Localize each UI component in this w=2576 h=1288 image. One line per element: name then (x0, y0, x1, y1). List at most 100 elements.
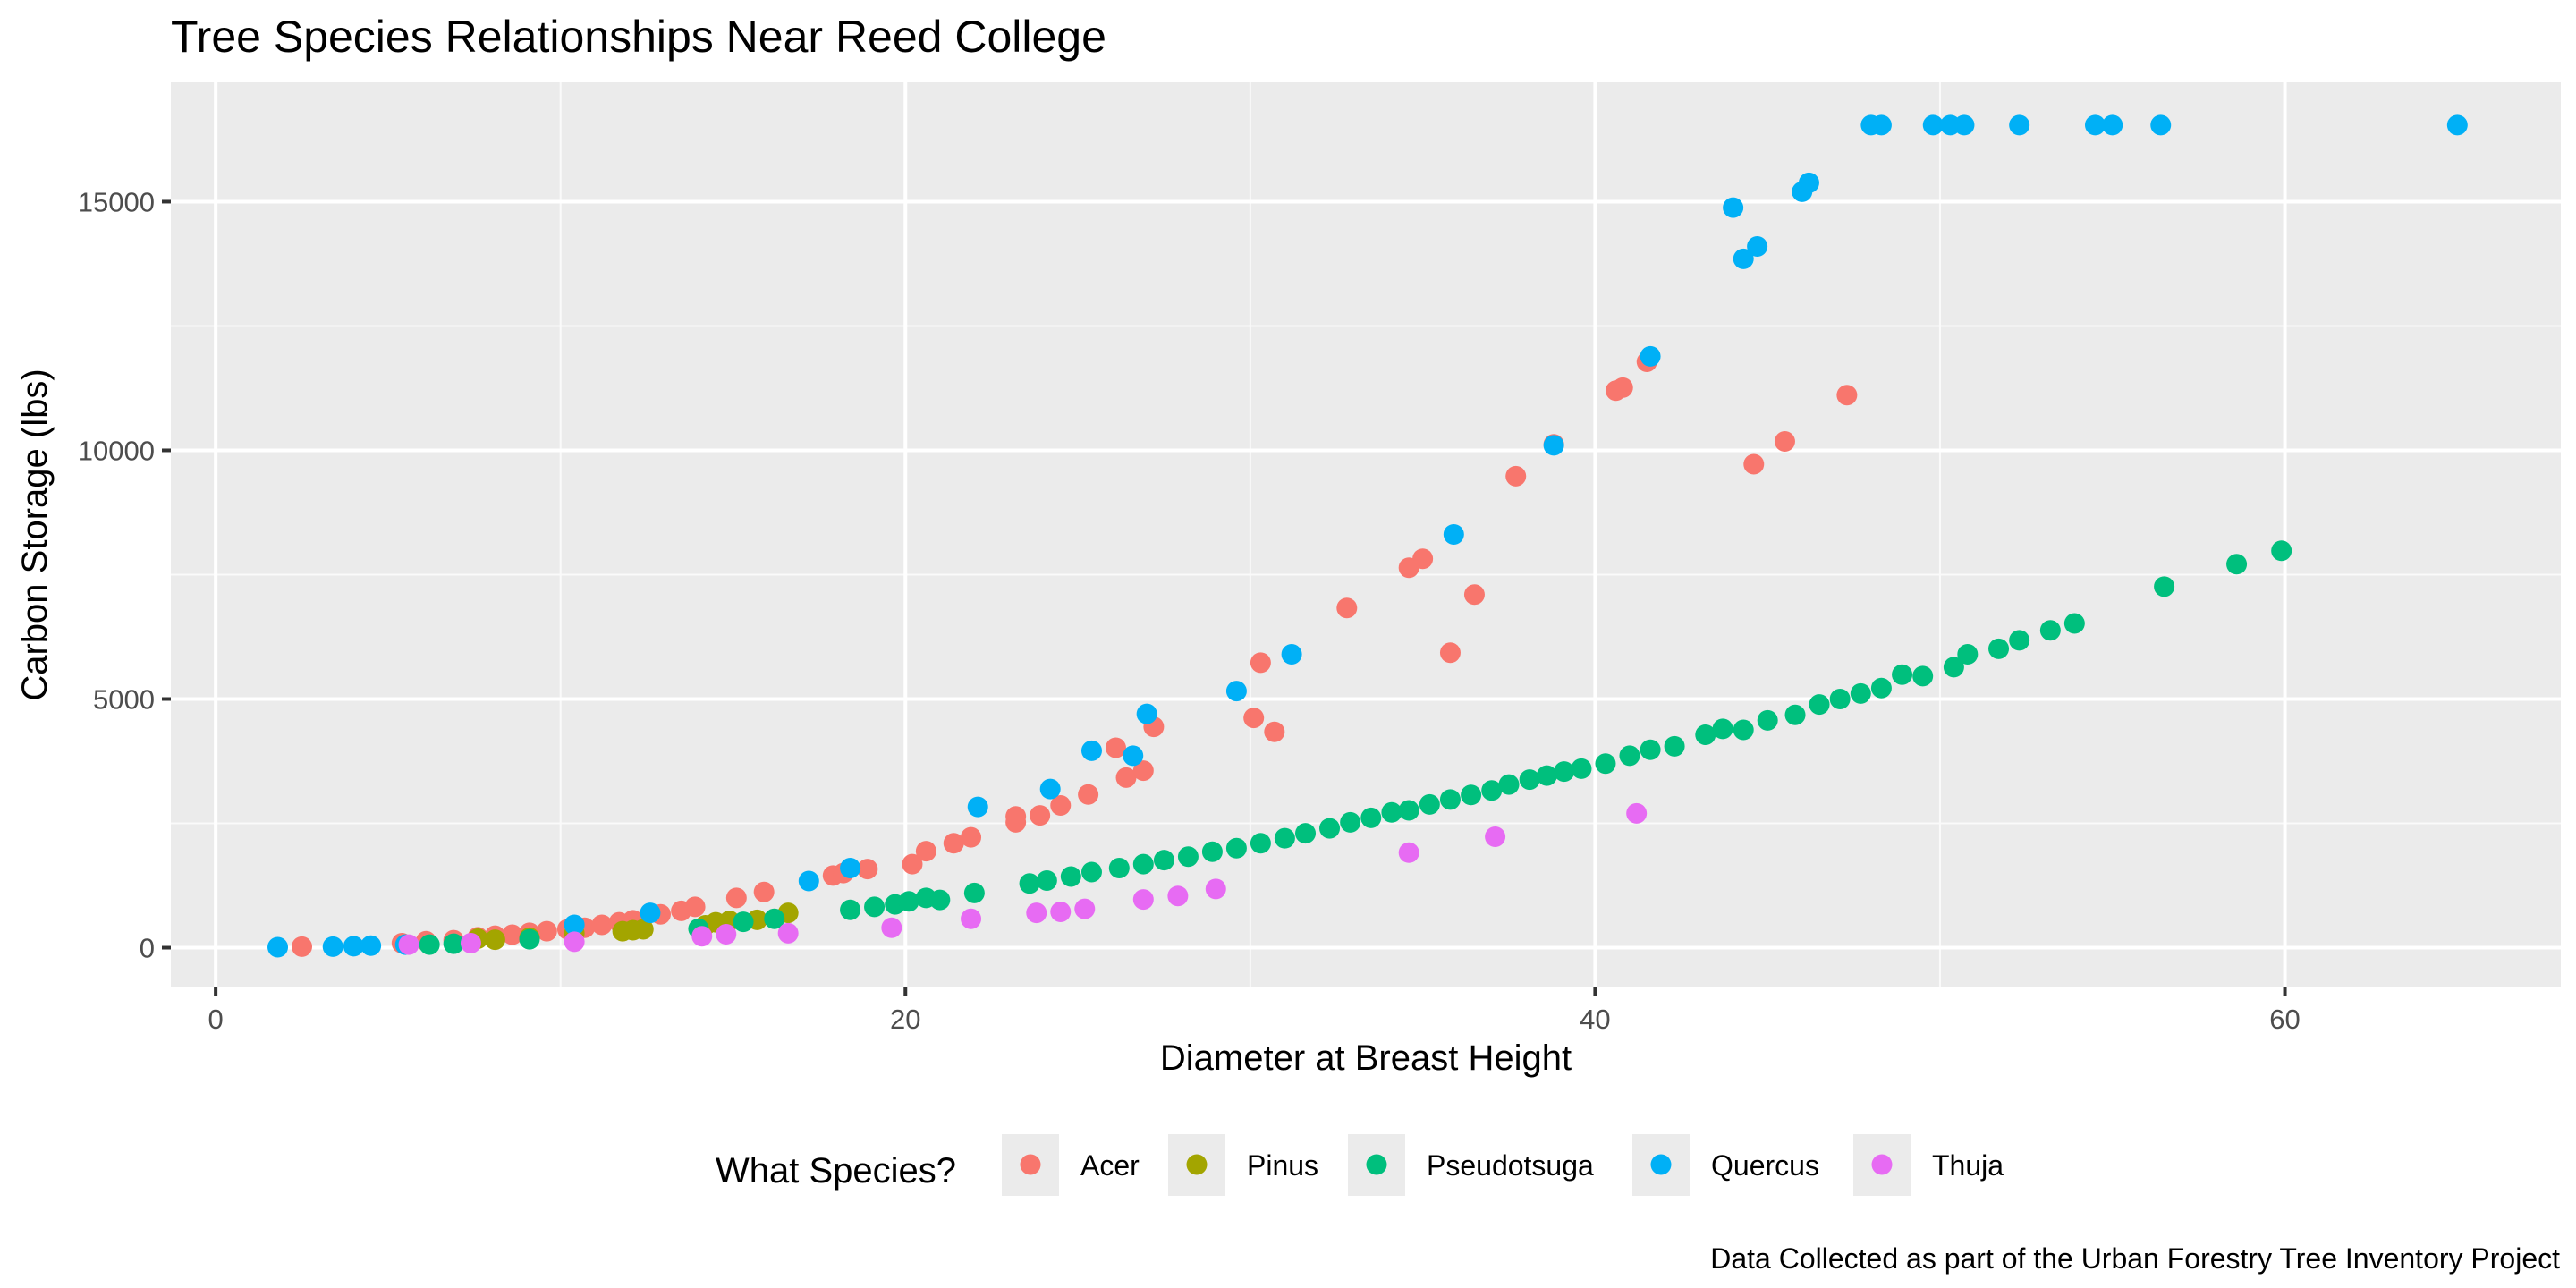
legend-item-thuja: Thuja (1853, 1134, 2004, 1196)
point-quercus (1798, 172, 1819, 193)
point-pseudotsuga (1943, 657, 1964, 678)
point-pinus (632, 919, 654, 940)
point-thuja (1398, 842, 1419, 863)
legend-label: Pinus (1247, 1149, 1318, 1182)
point-quercus (1281, 643, 1302, 665)
point-quercus (1733, 248, 1754, 269)
point-acer (502, 924, 523, 945)
point-quercus (1870, 114, 1892, 136)
point-quercus (1953, 114, 1975, 136)
point-acer (1743, 453, 1765, 475)
point-quercus (798, 870, 819, 892)
point-acer (1612, 377, 1633, 398)
point-pseudotsuga (1060, 866, 1081, 887)
point-pseudotsuga (1498, 774, 1520, 795)
point-pseudotsuga (1870, 677, 1892, 699)
point-pseudotsuga (1274, 827, 1295, 849)
legend-item-acer: Acer (1002, 1134, 1140, 1196)
point-thuja (881, 917, 902, 938)
legend-marker-quercus (1650, 1154, 1672, 1175)
point-quercus (343, 936, 364, 957)
point-acer (536, 920, 557, 942)
point-thuja (1167, 886, 1189, 907)
point-pseudotsuga (2226, 554, 2248, 575)
legend-item-pinus: Pinus (1168, 1134, 1318, 1196)
point-acer (915, 841, 936, 862)
point-pseudotsuga (1381, 801, 1402, 823)
x-tick-label: 0 (208, 1004, 223, 1035)
point-thuja (1626, 802, 1648, 824)
point-pseudotsuga (1519, 769, 1540, 791)
point-pseudotsuga (1536, 765, 1557, 786)
point-pseudotsuga (2039, 620, 2061, 641)
legend-title: What Species? (716, 1151, 956, 1191)
minor-gridlines (171, 82, 2561, 987)
point-pseudotsuga (2009, 630, 2030, 651)
legend-item-quercus: Quercus (1632, 1134, 1819, 1196)
point-pseudotsuga (764, 908, 785, 929)
point-pseudotsuga (1829, 688, 1851, 709)
point-pseudotsuga (1554, 761, 1575, 783)
point-quercus (1922, 114, 1944, 136)
x-tick-label: 60 (2269, 1004, 2300, 1035)
point-pinus (484, 929, 505, 951)
point-acer (725, 887, 747, 909)
point-pseudotsuga (1319, 818, 1341, 839)
point-thuja (398, 934, 419, 955)
point-quercus (1723, 197, 1744, 218)
legend-marker-pseudotsuga (1366, 1154, 1387, 1175)
point-pseudotsuga (1360, 807, 1382, 828)
point-pseudotsuga (1132, 853, 1154, 875)
point-quercus (267, 936, 289, 958)
point-quercus (1080, 740, 1102, 761)
series-thuja (398, 802, 1648, 955)
point-quercus (840, 858, 861, 879)
legend-label: Quercus (1711, 1149, 1819, 1182)
point-pseudotsuga (1733, 719, 1754, 741)
point-acer (1250, 652, 1271, 674)
y-tick-label: 5000 (93, 683, 155, 715)
point-quercus (2009, 114, 2030, 136)
point-acer (753, 881, 775, 902)
point-acer (1243, 708, 1265, 729)
legend: What Species? Acer Pinus Pseudotsuga Quercu… (716, 1134, 2004, 1196)
point-pseudotsuga (1619, 745, 1640, 767)
point-acer (1505, 465, 1527, 487)
point-pseudotsuga (963, 882, 985, 903)
point-pseudotsuga (733, 911, 754, 933)
point-acer (1439, 642, 1461, 664)
point-acer (1078, 784, 1099, 805)
legend-marker-thuja (1871, 1154, 1893, 1175)
point-acer (1105, 737, 1126, 758)
point-thuja (1205, 878, 1226, 900)
y-axis: 0 5000 10000 15000 (78, 186, 171, 964)
point-quercus (322, 936, 343, 957)
point-thuja (1074, 898, 1096, 919)
point-pseudotsuga (1080, 861, 1102, 883)
point-acer (1264, 721, 1285, 742)
point-pseudotsuga (1036, 869, 1057, 891)
point-thuja (460, 933, 481, 954)
point-acer (1774, 430, 1795, 452)
point-pseudotsuga (1419, 793, 1440, 815)
point-quercus (2446, 114, 2468, 136)
point-pseudotsuga (1809, 694, 1830, 716)
point-pseudotsuga (1957, 643, 1979, 665)
point-acer (943, 833, 964, 854)
point-acer (1005, 806, 1027, 827)
point-quercus (2150, 114, 2172, 136)
x-tick-label: 20 (890, 1004, 920, 1035)
point-pseudotsuga (519, 928, 540, 950)
point-pseudotsuga (898, 891, 919, 912)
y-axis-title: Carbon Storage (lbs) (15, 369, 55, 700)
point-acer (292, 936, 313, 957)
point-pseudotsuga (2154, 576, 2175, 597)
series-quercus (267, 114, 2468, 958)
point-acer (591, 914, 613, 936)
point-quercus (1225, 681, 1247, 702)
point-acer (902, 853, 923, 875)
point-acer (1463, 584, 1485, 606)
legend-label: Pseudotsuga (1427, 1149, 1594, 1182)
point-pseudotsuga (1153, 850, 1174, 871)
